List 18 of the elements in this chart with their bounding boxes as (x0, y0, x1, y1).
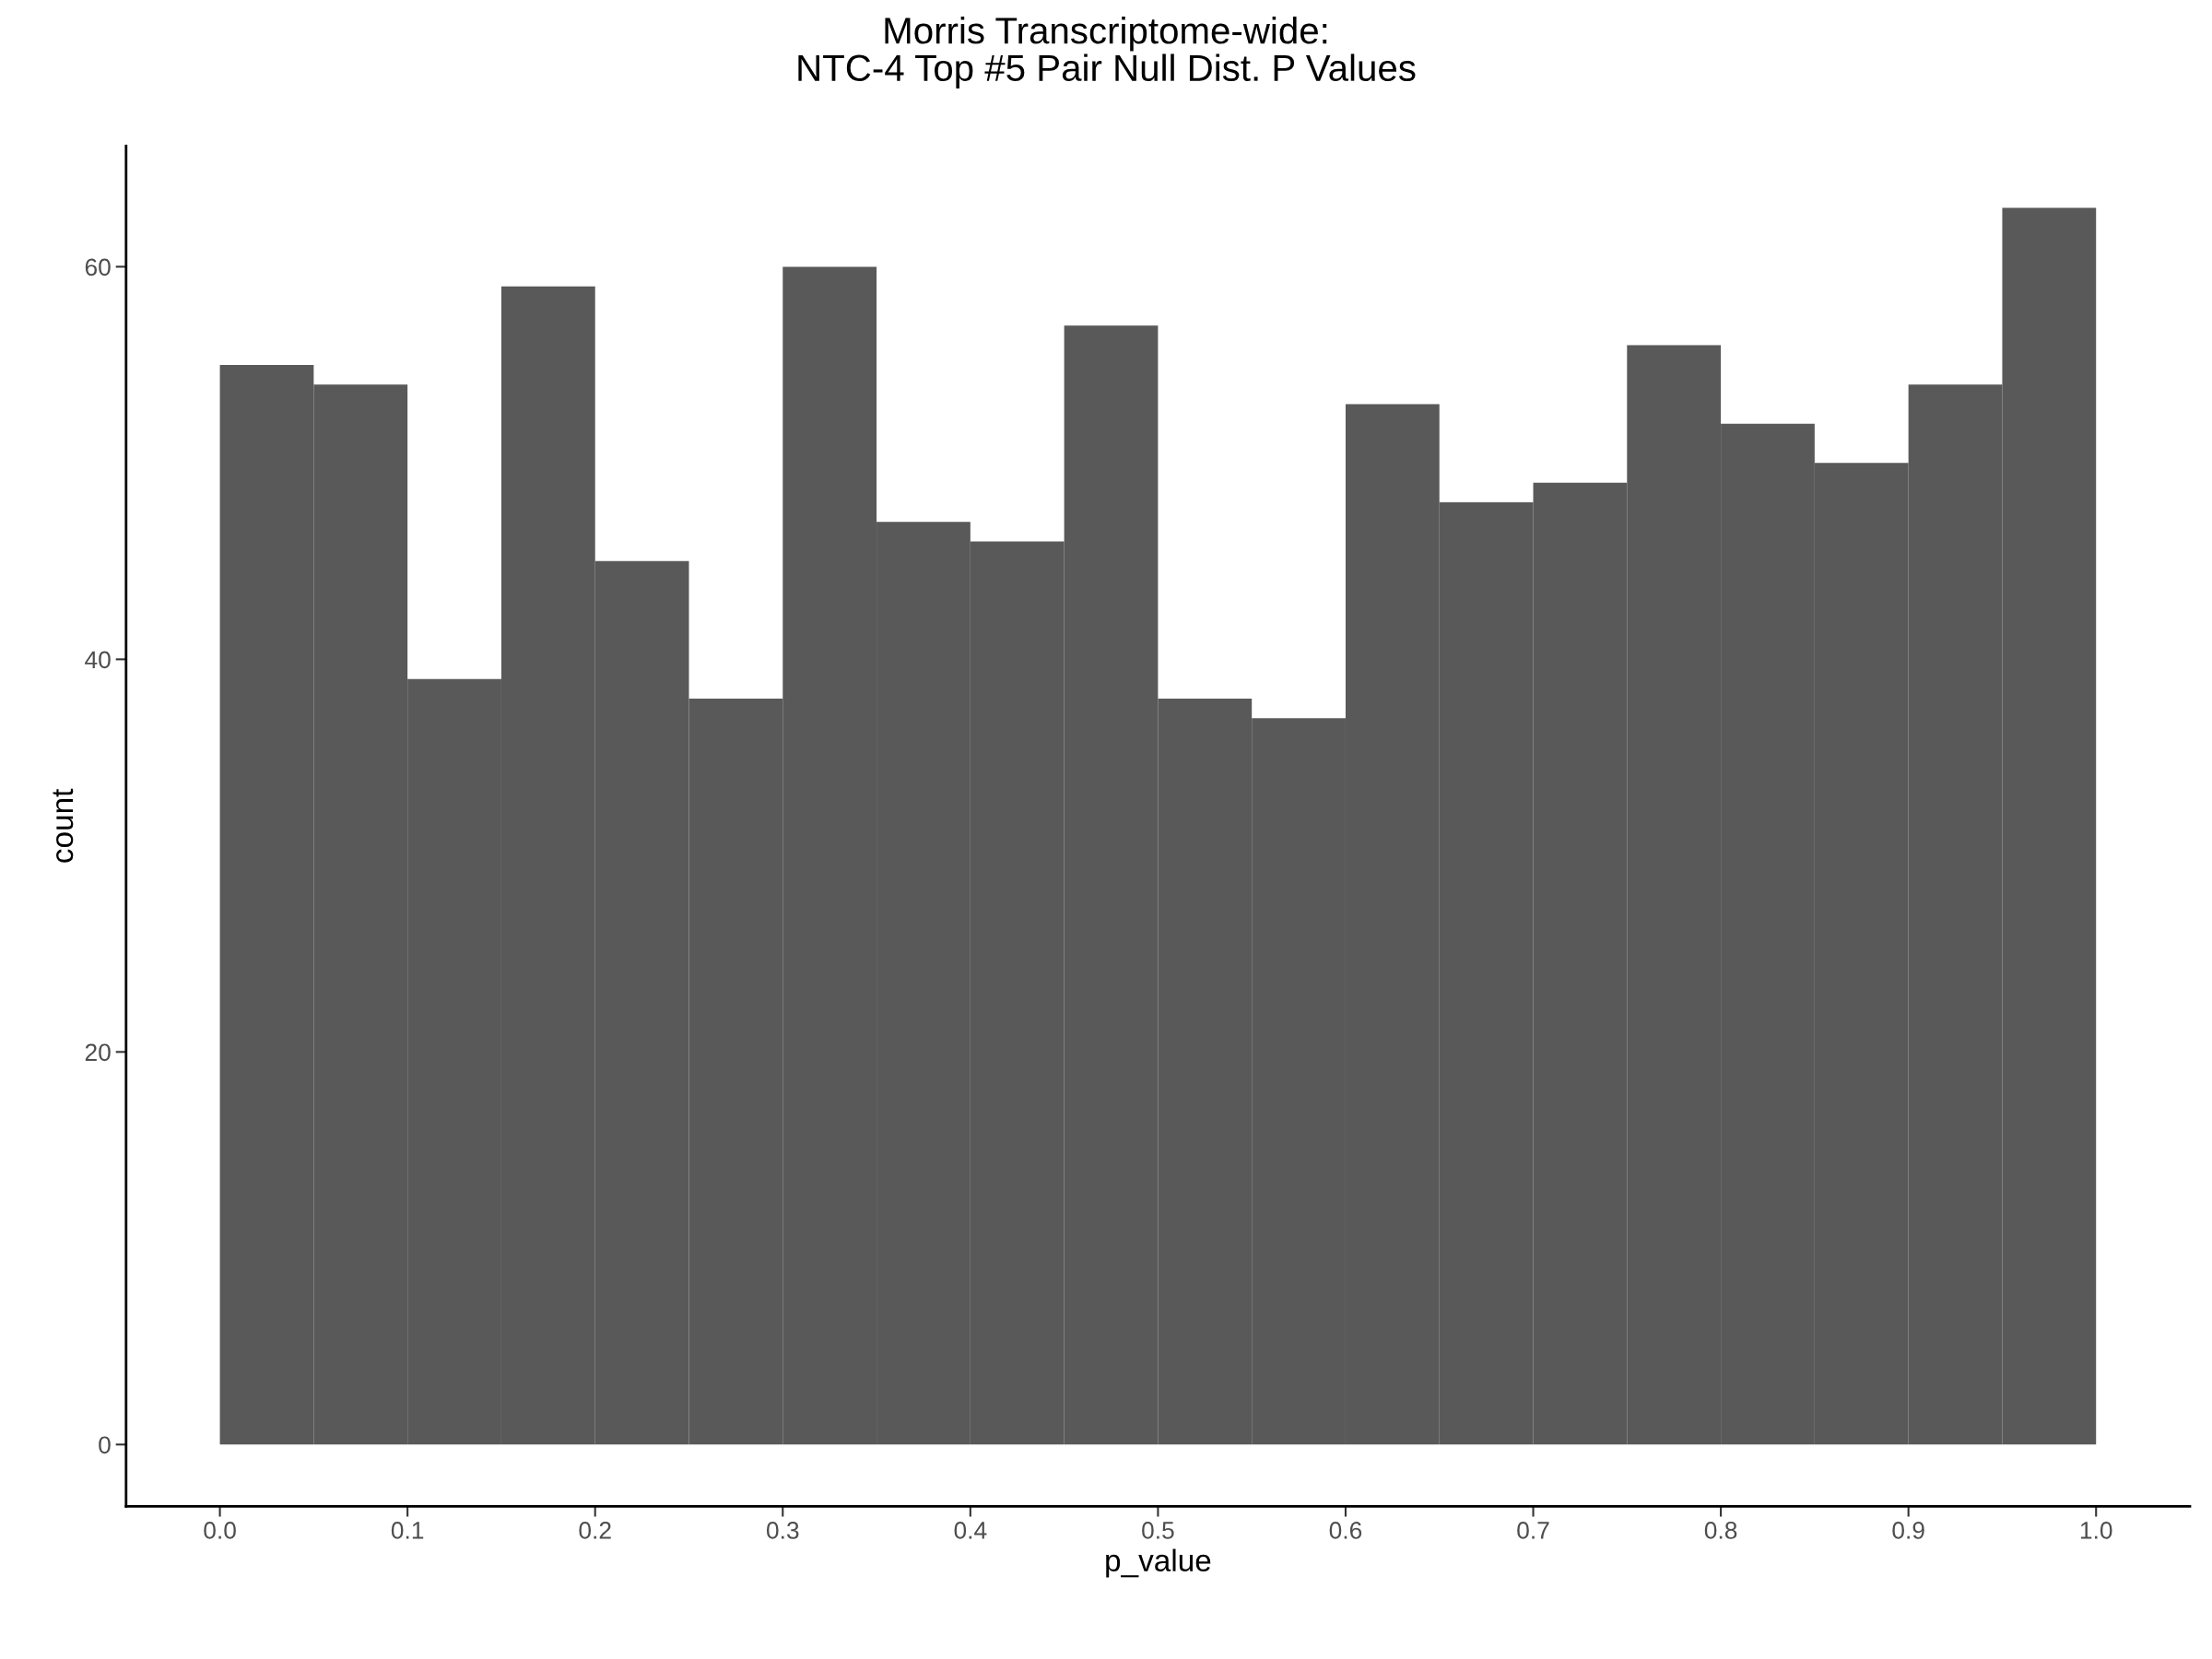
x-tick-label: 0.9 (1892, 1522, 1924, 1539)
y-axis-title: count (53, 788, 74, 863)
x-tick-label: 0.4 (954, 1522, 987, 1539)
x-tick-label: 0.2 (579, 1522, 611, 1539)
chart-title: Morris Transcriptome-wide: NTC-4 Top #5 Pair Null Dist. P Values (798, 17, 1416, 89)
x-tick-label: 0.3 (766, 1522, 799, 1539)
y-tick-label: 20 (85, 1043, 111, 1062)
x-tick-label: 0.0 (204, 1522, 236, 1539)
y-tick-label: 40 (85, 651, 111, 669)
x-tick-label: 0.8 (1704, 1522, 1737, 1539)
x-tick-label: 0.5 (1142, 1522, 1174, 1539)
y-tick-label: 0 (99, 1436, 111, 1454)
x-tick-label: 0.1 (391, 1522, 424, 1539)
x-tick-label: 0.7 (1517, 1522, 1549, 1539)
x-tick-label: 1.0 (2080, 1522, 2112, 1539)
x-tick-label: 0.6 (1329, 1522, 1362, 1539)
x-axis-title: p_value (1106, 1548, 1211, 1578)
y-tick-label: 60 (85, 258, 111, 276)
